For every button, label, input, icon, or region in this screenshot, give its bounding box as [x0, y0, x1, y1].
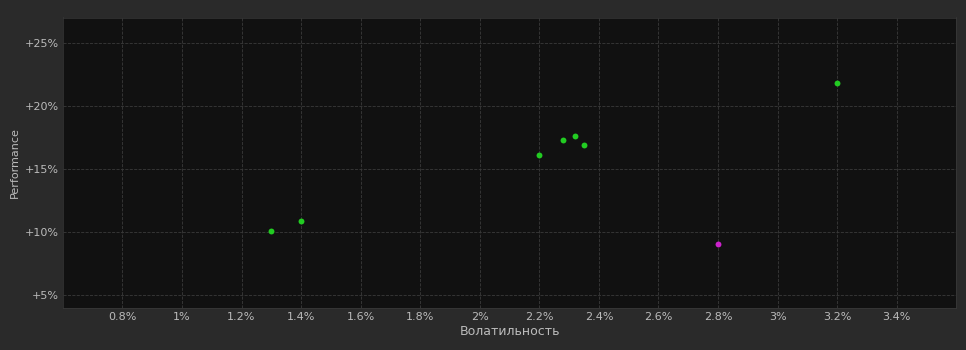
Point: [531, 152, 547, 158]
Point: [294, 218, 309, 224]
Point: [264, 228, 279, 234]
Point: [577, 142, 592, 148]
Point: [710, 241, 725, 246]
Y-axis label: Performance: Performance: [11, 127, 20, 198]
X-axis label: Волатильность: Волатильность: [459, 325, 560, 338]
Point: [555, 137, 571, 143]
Point: [830, 80, 845, 86]
Point: [567, 133, 582, 139]
